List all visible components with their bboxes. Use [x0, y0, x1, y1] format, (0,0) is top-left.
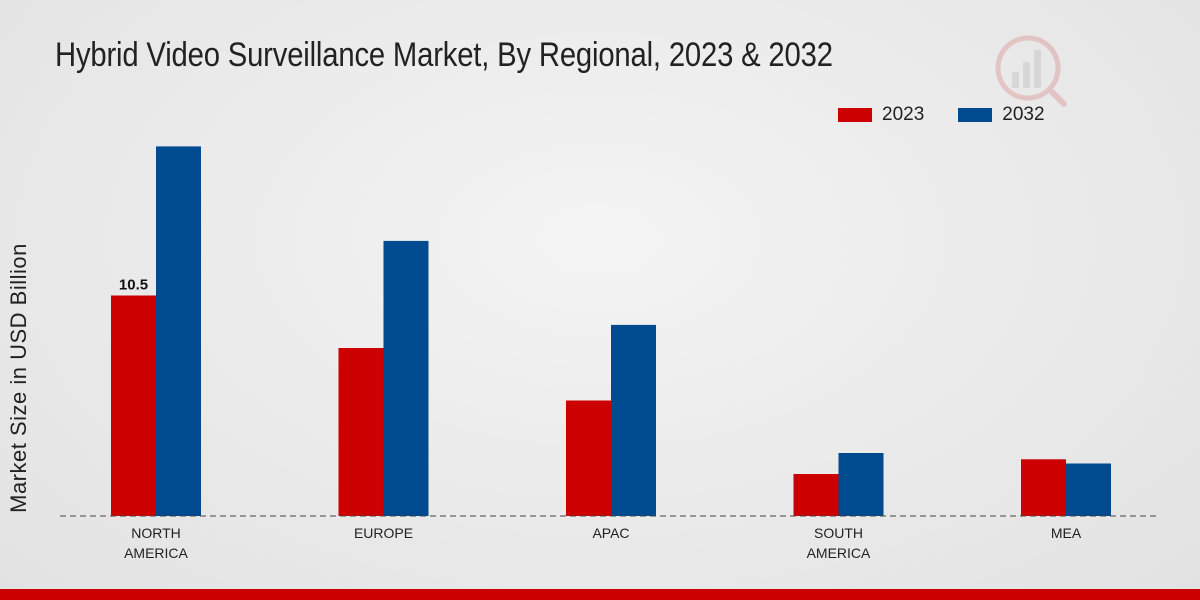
x-tick-label-europe: EUROPE — [354, 525, 413, 541]
x-tick-label-north-america: NORTH AMERICA — [124, 525, 188, 561]
x-tick-label-apac: APAC — [592, 525, 629, 541]
bar-2023-europe — [338, 348, 384, 516]
bar-2032-apac — [611, 324, 656, 516]
bar-2032-south-america — [838, 453, 884, 516]
bar-2032-europe — [383, 240, 429, 516]
legend: 2023 2032 — [838, 104, 1079, 126]
market-research-logo-icon — [995, 35, 1067, 107]
legend-item-2023: 2023 — [838, 104, 924, 126]
legend-label-2032: 2032 — [1002, 104, 1045, 125]
bar-2023-apac — [566, 400, 611, 516]
bar-2032-mea — [1066, 463, 1111, 516]
chart-title: Hybrid Video Surveillance Market, By Reg… — [55, 36, 833, 74]
bar-2023-south-america — [793, 474, 839, 516]
bar-2032-north-america — [156, 146, 201, 516]
legend-label-2023: 2023 — [882, 104, 925, 125]
x-tick-label-mea: MEA — [1051, 525, 1082, 541]
legend-swatch-2023 — [838, 108, 872, 122]
bar-2023-north-america — [111, 295, 156, 516]
legend-swatch-2032 — [958, 108, 993, 122]
bar-2023-mea — [1021, 459, 1066, 516]
legend-item-2032: 2032 — [958, 104, 1045, 126]
data-label-2023-0: 10.5 — [119, 277, 148, 294]
bottom-accent-bar — [0, 589, 1200, 600]
x-tick-label-south-america: SOUTH AMERICA — [807, 525, 871, 561]
